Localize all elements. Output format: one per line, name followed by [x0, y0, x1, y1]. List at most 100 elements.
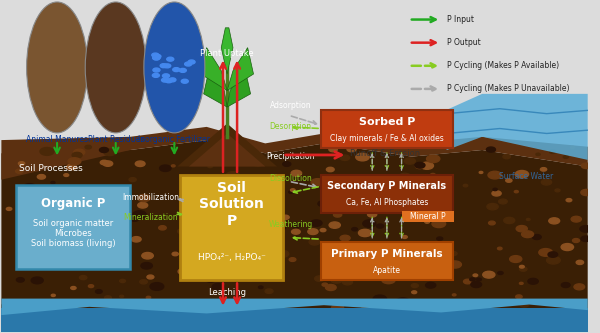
Circle shape — [449, 261, 461, 268]
Circle shape — [514, 190, 518, 193]
Circle shape — [79, 275, 87, 280]
Circle shape — [245, 275, 255, 281]
Circle shape — [203, 157, 208, 160]
Circle shape — [309, 239, 320, 245]
Circle shape — [139, 308, 149, 313]
Text: Soil organic matter
Microbes
Soil biomass (living): Soil organic matter Microbes Soil biomas… — [31, 218, 116, 248]
Circle shape — [232, 154, 236, 157]
Circle shape — [51, 294, 55, 296]
Circle shape — [141, 262, 152, 269]
Circle shape — [396, 298, 409, 305]
Circle shape — [311, 220, 322, 226]
Circle shape — [563, 156, 568, 159]
Circle shape — [277, 207, 282, 210]
Circle shape — [71, 286, 76, 289]
Circle shape — [415, 163, 425, 168]
Circle shape — [16, 278, 24, 282]
Circle shape — [433, 208, 445, 215]
Circle shape — [340, 155, 350, 161]
Circle shape — [102, 316, 113, 322]
Circle shape — [131, 217, 139, 221]
Circle shape — [451, 261, 456, 263]
Circle shape — [158, 226, 166, 230]
Circle shape — [16, 169, 23, 173]
Circle shape — [293, 320, 299, 324]
Circle shape — [41, 201, 50, 206]
Circle shape — [265, 289, 273, 293]
Circle shape — [286, 327, 295, 332]
Circle shape — [326, 256, 331, 258]
Circle shape — [430, 186, 442, 193]
Text: Adsorption: Adsorption — [269, 101, 311, 110]
Circle shape — [411, 284, 418, 288]
Polygon shape — [203, 68, 227, 107]
Circle shape — [67, 223, 74, 227]
Circle shape — [504, 217, 515, 223]
Circle shape — [147, 275, 154, 279]
Circle shape — [528, 278, 538, 284]
Circle shape — [344, 320, 353, 326]
Circle shape — [7, 311, 17, 317]
Text: Organic P: Organic P — [41, 197, 106, 210]
Circle shape — [450, 251, 457, 256]
Circle shape — [314, 276, 325, 281]
Text: Sorbed P: Sorbed P — [359, 117, 415, 127]
Circle shape — [421, 162, 433, 169]
Polygon shape — [227, 68, 251, 107]
Circle shape — [184, 320, 197, 327]
Circle shape — [352, 227, 358, 231]
Circle shape — [193, 158, 197, 160]
Circle shape — [497, 247, 502, 250]
Circle shape — [216, 186, 223, 190]
Circle shape — [185, 62, 191, 66]
Text: Weathering: Weathering — [268, 220, 313, 229]
Circle shape — [200, 156, 212, 163]
Circle shape — [516, 225, 527, 232]
Circle shape — [14, 311, 18, 313]
Circle shape — [227, 175, 236, 181]
Circle shape — [343, 279, 353, 285]
Circle shape — [555, 189, 560, 192]
Circle shape — [161, 78, 169, 82]
Circle shape — [581, 236, 591, 241]
Circle shape — [146, 296, 151, 299]
Circle shape — [100, 326, 109, 331]
Circle shape — [23, 183, 36, 190]
Circle shape — [273, 253, 280, 257]
FancyBboxPatch shape — [16, 185, 130, 269]
Circle shape — [547, 256, 560, 264]
Circle shape — [520, 267, 527, 271]
Ellipse shape — [144, 2, 205, 133]
Circle shape — [135, 161, 145, 166]
Circle shape — [265, 215, 272, 219]
Polygon shape — [424, 94, 588, 160]
Text: Dissolution: Dissolution — [269, 173, 312, 182]
Circle shape — [492, 191, 501, 196]
Circle shape — [400, 321, 412, 328]
Circle shape — [292, 222, 301, 227]
Circle shape — [43, 264, 47, 267]
Circle shape — [541, 167, 547, 171]
Circle shape — [165, 79, 172, 83]
Circle shape — [437, 237, 443, 240]
Circle shape — [581, 189, 592, 195]
Circle shape — [205, 209, 214, 214]
Circle shape — [199, 264, 210, 271]
Circle shape — [349, 248, 353, 250]
Circle shape — [520, 282, 523, 284]
Circle shape — [196, 155, 203, 159]
Circle shape — [373, 295, 386, 303]
Circle shape — [515, 170, 529, 178]
Circle shape — [505, 155, 509, 158]
Circle shape — [275, 224, 286, 230]
Circle shape — [120, 295, 124, 297]
Circle shape — [445, 180, 452, 184]
Circle shape — [37, 174, 46, 179]
Circle shape — [104, 296, 112, 300]
Text: HPO₄²⁻, H₂PO₄⁻: HPO₄²⁻, H₂PO₄⁻ — [197, 253, 265, 262]
Circle shape — [112, 197, 124, 203]
Circle shape — [406, 200, 414, 204]
Circle shape — [28, 194, 41, 202]
Circle shape — [415, 164, 424, 168]
Circle shape — [173, 300, 177, 302]
